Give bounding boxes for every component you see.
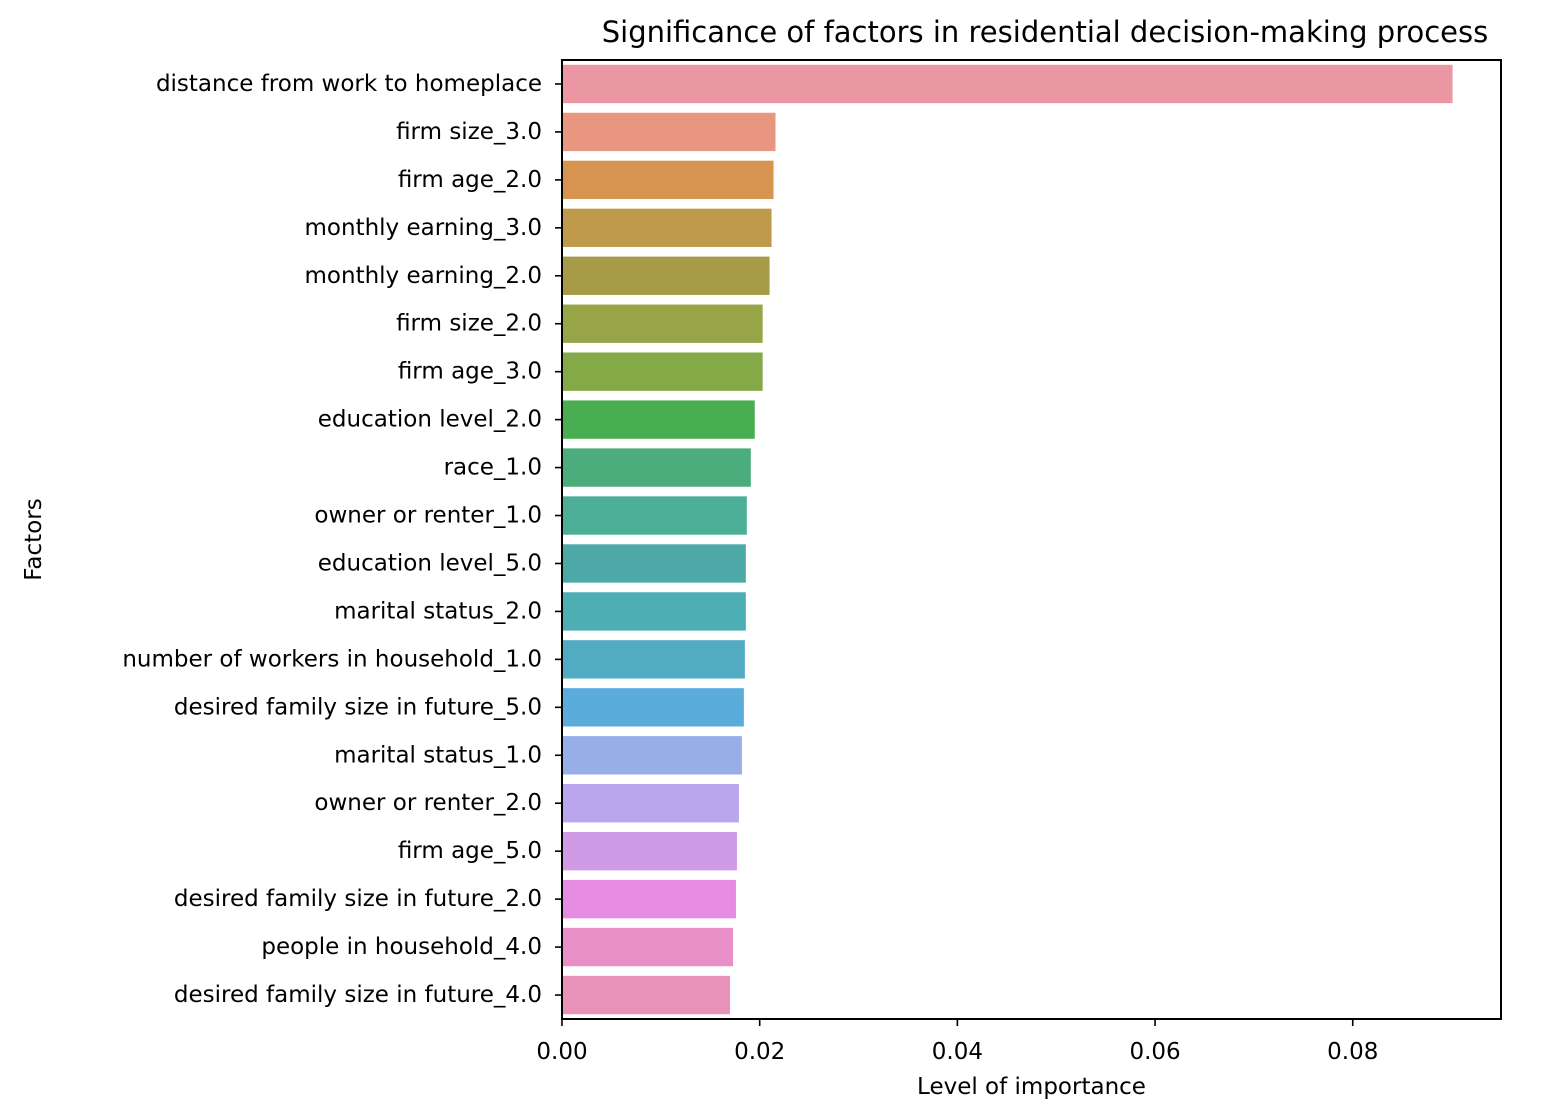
bar <box>562 352 763 391</box>
bar <box>562 160 774 200</box>
y-tick-label: firm size_3.0 <box>396 119 542 145</box>
y-tick-label: marital status_2.0 <box>334 598 542 624</box>
y-tick-label: firm size_2.0 <box>396 311 542 337</box>
y-axis-label: Factors <box>21 498 47 580</box>
bar <box>562 927 733 967</box>
bar <box>562 831 737 871</box>
y-tick-label: firm age_5.0 <box>398 838 542 864</box>
bar <box>562 736 742 775</box>
y-tick-label: firm age_2.0 <box>398 167 542 193</box>
bar <box>562 400 755 439</box>
bars-group <box>562 64 1453 1015</box>
y-tick-label: desired family size in future_4.0 <box>174 982 542 1008</box>
y-tick-label: education level_2.0 <box>318 407 542 433</box>
x-axis-label: Level of importance <box>917 1074 1146 1100</box>
y-tick-label: number of workers in household_1.0 <box>122 646 542 672</box>
bar <box>562 544 746 583</box>
bar <box>562 688 744 727</box>
x-axis-ticks: 0.00 0.02 0.04 0.06 0.08 <box>536 1019 1378 1065</box>
bar <box>562 64 1453 104</box>
bar <box>562 975 731 1015</box>
y-tick-label: monthly earning_2.0 <box>305 263 542 289</box>
y-axis-ticks: distance from work to homeplace firm size… <box>122 71 562 1008</box>
chart-title: Significance of factors in residential d… <box>602 15 1489 49</box>
bar <box>562 784 739 823</box>
y-tick-label: desired family size in future_5.0 <box>174 694 542 720</box>
y-tick-label: education level_5.0 <box>318 550 542 576</box>
y-tick-label: owner or renter_2.0 <box>314 790 542 816</box>
bar <box>562 208 772 248</box>
y-tick-label: people in household_4.0 <box>261 934 542 960</box>
y-tick-label: monthly earning_3.0 <box>305 215 542 241</box>
bar <box>562 448 751 487</box>
y-tick-label: distance from work to homeplace <box>156 71 542 97</box>
bar <box>562 256 770 295</box>
y-tick-label: firm age_3.0 <box>398 359 542 385</box>
y-tick-label: race_1.0 <box>444 455 542 481</box>
bar <box>562 640 745 679</box>
bar <box>562 592 746 631</box>
x-tick-label: 0.02 <box>734 1039 785 1065</box>
bar <box>562 879 736 919</box>
axes-frame <box>561 59 1502 1020</box>
y-tick-label: owner or renter_1.0 <box>314 503 542 529</box>
x-tick-label: 0.00 <box>536 1039 587 1065</box>
y-tick-label: desired family size in future_2.0 <box>174 886 542 912</box>
bar <box>562 112 776 152</box>
y-tick-label: marital status_1.0 <box>334 742 542 768</box>
bar <box>562 496 747 535</box>
x-tick-label: 0.08 <box>1327 1039 1378 1065</box>
x-tick-label: 0.04 <box>932 1039 983 1065</box>
bar <box>562 304 763 343</box>
x-tick-label: 0.06 <box>1129 1039 1180 1065</box>
